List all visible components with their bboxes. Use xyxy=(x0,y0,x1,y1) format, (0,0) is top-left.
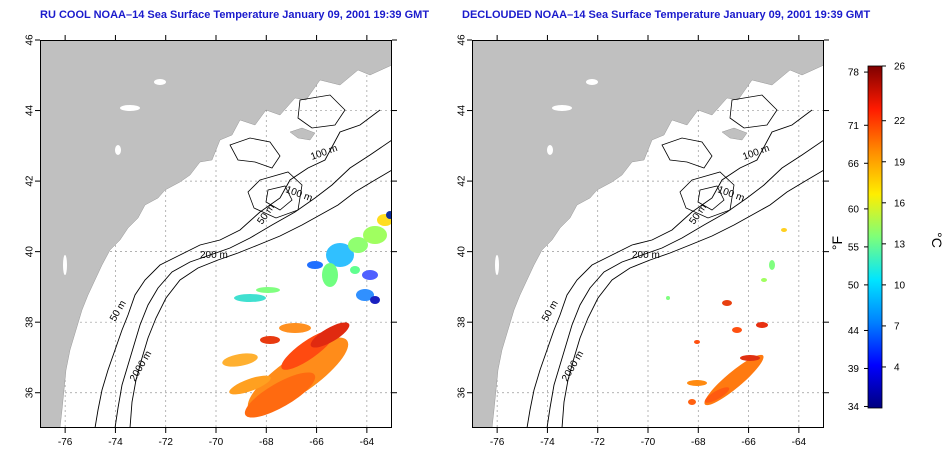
lat-tick-label: 42 xyxy=(457,175,468,187)
lon-tick-label: -74 xyxy=(108,437,123,448)
lon-tick-label: -70 xyxy=(209,437,224,448)
lon-tick-label: -66 xyxy=(741,437,756,448)
left-map-title: RU COOL NOAA–14 Sea Surface Temperature … xyxy=(40,9,430,21)
contour-label: 200 m xyxy=(200,250,228,261)
celsius-tick-label: 13 xyxy=(894,239,906,250)
fahrenheit-tick-label: 34 xyxy=(848,402,860,413)
land-mass xyxy=(472,40,824,428)
right-sst-map: 100 m 100 m 50 m 200 m 50 m 2000 m -76 -7… xyxy=(457,34,829,448)
colorbar-gradient xyxy=(867,65,883,409)
fahrenheit-tick-label: 66 xyxy=(848,159,860,170)
lon-tick-label: -68 xyxy=(691,437,706,448)
sst-data-patches xyxy=(222,211,392,418)
lon-tick-label: -76 xyxy=(490,437,505,448)
fahrenheit-tick-label: 78 xyxy=(848,68,860,79)
lon-tick-label: -72 xyxy=(158,437,173,448)
lat-tick-label: 46 xyxy=(25,34,36,46)
land-mass xyxy=(40,40,392,428)
celsius-tick-label: 10 xyxy=(894,280,906,291)
fahrenheit-tick-label: 39 xyxy=(848,364,860,375)
fahrenheit-tick-label: 71 xyxy=(848,121,860,132)
lat-tick-label: 36 xyxy=(457,387,468,399)
celsius-tick-label: 19 xyxy=(894,157,906,168)
lat-tick-label: 38 xyxy=(457,316,468,328)
celsius-tick-label: 4 xyxy=(894,362,900,373)
contour-label: 200 m xyxy=(632,250,660,261)
lon-tick-label: -74 xyxy=(540,437,555,448)
fahrenheit-tick-label: 60 xyxy=(848,204,860,215)
temperature-colorbar: 78 71 66 60 55 50 44 39 34 26 22 19 16 13 10 7 4 °F °C xyxy=(829,62,945,413)
lat-tick-label: 38 xyxy=(25,316,36,328)
lon-tick-label: -72 xyxy=(590,437,605,448)
celsius-tick-label: 7 xyxy=(894,321,900,332)
lon-tick-label: -68 xyxy=(259,437,274,448)
celsius-tick-label: 26 xyxy=(894,62,906,73)
lon-tick-label: -66 xyxy=(309,437,324,448)
lat-tick-label: 46 xyxy=(457,34,468,46)
right-map-title: DECLOUDED NOAA–14 Sea Surface Temperatur… xyxy=(462,9,871,21)
lat-tick-label: 44 xyxy=(457,105,468,117)
lat-tick-label: 40 xyxy=(25,246,36,258)
lon-tick-label: -70 xyxy=(641,437,656,448)
fahrenheit-tick-label: 44 xyxy=(848,326,860,337)
lat-tick-label: 40 xyxy=(457,246,468,258)
sst-data-patches xyxy=(666,228,787,406)
celsius-tick-label: 16 xyxy=(894,198,906,209)
fahrenheit-axis-label: °F xyxy=(829,236,845,250)
lat-tick-label: 42 xyxy=(25,175,36,187)
fahrenheit-tick-label: 55 xyxy=(848,242,860,253)
left-sst-map: 100 m 100 m 50 m 200 m 50 m 2000 m xyxy=(25,34,397,448)
celsius-axis-label: °C xyxy=(929,232,945,248)
fahrenheit-tick-label: 50 xyxy=(848,280,860,291)
celsius-tick-label: 22 xyxy=(894,116,906,127)
lon-tick-label: -64 xyxy=(360,437,375,448)
lat-tick-label: 44 xyxy=(25,105,36,117)
lat-tick-label: 36 xyxy=(25,387,36,399)
lon-tick-label: -64 xyxy=(792,437,807,448)
lon-tick-label: -76 xyxy=(58,437,73,448)
